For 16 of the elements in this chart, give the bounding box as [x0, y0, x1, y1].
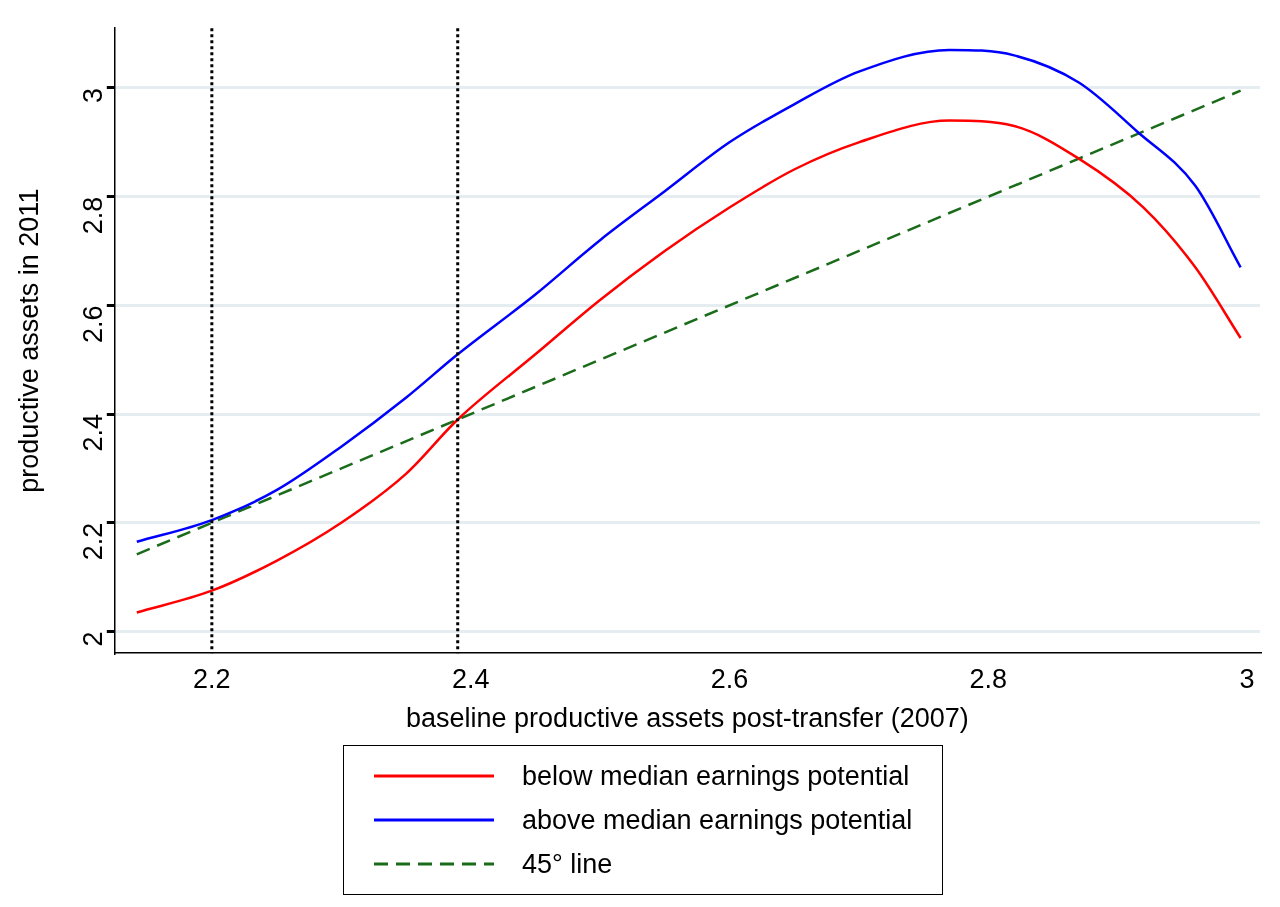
x-axis-title: baseline productive assets post-transfer (2007) — [406, 703, 969, 734]
x-tick-label: 2.2 — [193, 663, 231, 694]
y-tick-label: 3 — [78, 87, 109, 104]
y-tick-label: 2.8 — [78, 196, 109, 235]
y-tick-label: 2.4 — [78, 414, 109, 452]
x-tick-label: 3 — [1239, 663, 1255, 694]
y-tick-label: 2.6 — [78, 305, 109, 343]
x-tick-label: 2.8 — [969, 663, 1008, 694]
legend-label: 45° line — [522, 848, 613, 880]
legend-label: below median earnings potential — [522, 760, 910, 792]
y-tick-label: 2 — [78, 631, 109, 647]
x-tick-label: 2.4 — [451, 663, 490, 694]
legend-label: above median earnings potential — [522, 804, 913, 836]
y-axis-title: productive assets in 2011 — [13, 188, 44, 493]
y-tick-label: 2.2 — [78, 522, 109, 561]
x-tick-label: 2.6 — [710, 663, 749, 694]
